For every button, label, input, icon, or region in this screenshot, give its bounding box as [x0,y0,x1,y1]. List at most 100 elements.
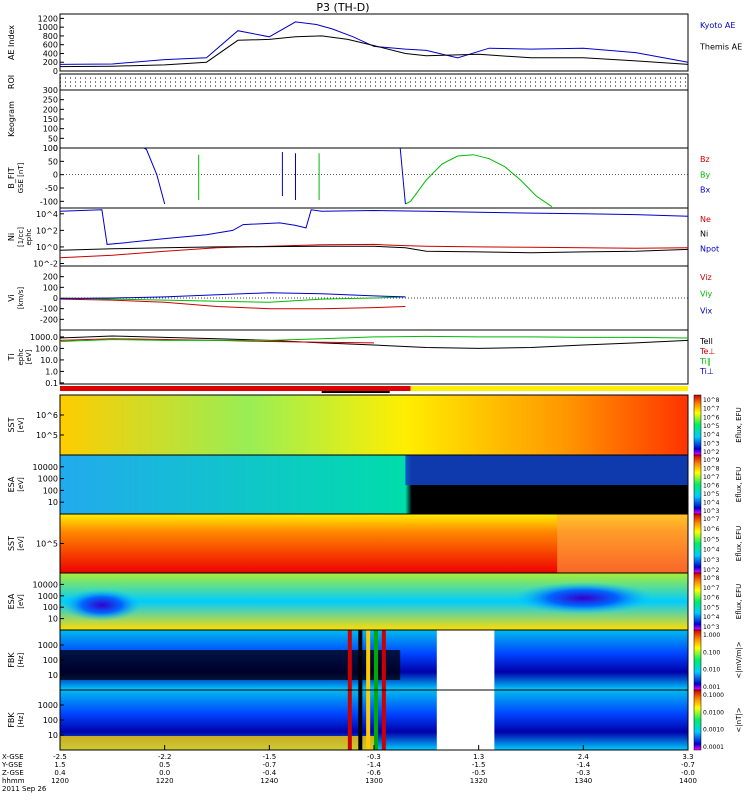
ytick-label-v: -200 [40,315,58,324]
colorbar-label-esa_i: Eflux, EFU [735,584,743,619]
ytick-label-fbk_e: 100 [43,656,58,665]
sst-ion-right-region [557,514,688,573]
cbar-tick-esa_i: 10^7 [703,585,720,592]
ysub-sst_e: [eV] [17,417,25,432]
series-n-npot [59,209,689,245]
ytick-label-v: 0 [53,294,58,303]
ysub-n: [1/cc] [17,227,25,247]
fbk-e-dark-region [60,650,401,680]
cbar-tick-sst_i: 10^7 [703,516,720,523]
legend-v-1: Viy [700,290,713,299]
ylabel-roi: ROI [7,75,16,89]
legend-t-0: Tell [699,337,713,346]
series-v-viy [59,296,406,303]
series-bfit-by [405,154,553,208]
sst-electron-spectrogram [60,395,688,455]
mode-bar-black [321,391,390,393]
series-t-tell [59,335,689,349]
xrow-value: -0.3 [576,769,590,777]
ytick-label-fbk_e: 10 [48,671,58,680]
ytick-label-keogram: 150 [43,115,58,124]
xrow-value: -1.5 [262,753,276,761]
cbar-tick-fbk_b: 0.0010 [703,727,724,734]
ytick-label-esa_i: 100 [43,603,58,612]
ytick-label-t: 1.0 [45,367,58,376]
ytick-label-ae: 600 [43,41,58,50]
xrow-value: -1.4 [367,761,381,769]
plot-title: P3 (TH-D) [316,1,369,14]
legend-ae-0: Kyoto AE [700,21,735,30]
ytick-label-t: 100.0 [35,344,58,353]
mode-bar-red [60,386,411,391]
legend-t-1: Te⊥ [699,347,715,356]
legend-n-0: Ne [700,215,711,224]
xrow-label-hhmm: hhmm [2,777,25,785]
colorbar-label-fbk_b: <|nT|> [735,707,743,732]
xrow-value: -1.5 [472,761,486,769]
xrow-value: -0.5 [472,769,486,777]
colorbar-label-sst_i: Eflux, EFU [735,526,743,561]
ylabel-esa_e: ESA [7,476,16,492]
esa-ion-right-blob [513,582,654,614]
x-axis: X-GSE -2.5 -2.2 -1.5 -0.3 1.3 2.4 3.3Y-GSE 1.5 0.… [1,745,697,793]
ytick-label-n: 10^0 [36,243,58,252]
ysub-fbk_b: [Hz] [17,713,25,728]
colorbar-sst_e [693,394,702,456]
cbar-tick-esa_i: 10^5 [703,604,720,611]
legend-ae-1: Themis AE [699,43,742,52]
ytick-label-t: 0.1 [45,379,58,388]
ysub-fbk_e: [Hz] [17,653,25,668]
ylabel-fbk_e: FBK [7,652,16,668]
colorbar-sst_i [693,513,702,574]
xrow-value: 0.4 [54,769,66,777]
ytick-label-n: 10^4 [36,210,58,219]
ytick-label-v: -100 [40,305,58,314]
ylabel-keogram: Keogram [7,101,16,137]
legend-t-2: Ti∥ [699,357,711,366]
ytick-label-fbk_e: 1000 [38,641,58,650]
xrow-value: -0.3 [367,753,381,761]
ytick-label-t: 10.0 [40,356,58,365]
ysub-t: ephc [17,348,25,365]
series-bfit-bx [143,147,166,205]
ytick-label-esa_e: 1000 [38,475,58,484]
cbar-tick-fbk_b: 0.0100 [703,709,724,716]
xrow-value: 2.4 [578,753,590,761]
ytick-label-esa_i: 1000 [38,592,58,601]
ytick-label-bfit: 50 [48,157,58,166]
xrow-value: 1340 [574,777,592,785]
cbar-tick-fbk_e: 0.001 [703,684,720,691]
cbar-tick-fbk_e: 0.100 [703,649,720,656]
esa-ion-left-blob [61,589,142,621]
legend-bfit-0: Bz [700,155,710,164]
ytick-label-fbk_b: 1000 [38,701,58,710]
ysub2-t: [eV] [25,349,33,364]
ylabel-sst_e: SST [7,417,16,432]
series-bfit-bx [399,147,406,205]
xrow-value: 0.5 [159,761,170,769]
ytick-label-keogram: 100 [43,125,58,134]
legend-n-2: Npot [700,244,719,253]
cbar-tick-fbk_e: 1.000 [703,632,720,639]
legend-t-3: Ti⊥ [699,367,714,376]
series-lines [59,21,689,349]
legend-bfit-2: Bx [700,186,710,195]
cbar-tick-sst_i: 10^2 [703,567,720,574]
panel-frame-t [59,329,689,385]
xrow-value: 1320 [470,777,488,785]
ytick-label-ae: 0 [53,67,58,76]
ytick-label-n: 10^2 [36,226,58,235]
cbar-tick-esa_e: 10^4 [703,500,720,507]
cbar-tick-sst_i: 10^6 [703,526,720,533]
xrow-value: -0.7 [681,761,695,769]
ytick-label-bfit: -100 [40,197,58,206]
xrow-value: 1240 [260,777,278,785]
cbar-tick-sst_i: 10^3 [703,557,720,564]
axis-labels: AE Index020040060080010001200ROIKeogram0… [7,14,743,751]
xrow-value: 1.3 [473,753,484,761]
legend-bfit-1: By [700,170,710,179]
cbar-tick-esa_i: 10^4 [703,614,720,621]
ytick-label-sst_e: 10^5 [36,431,58,440]
ytick-label-esa_i: 10 [48,615,58,624]
ytick-label-keogram: 0 [53,144,58,153]
